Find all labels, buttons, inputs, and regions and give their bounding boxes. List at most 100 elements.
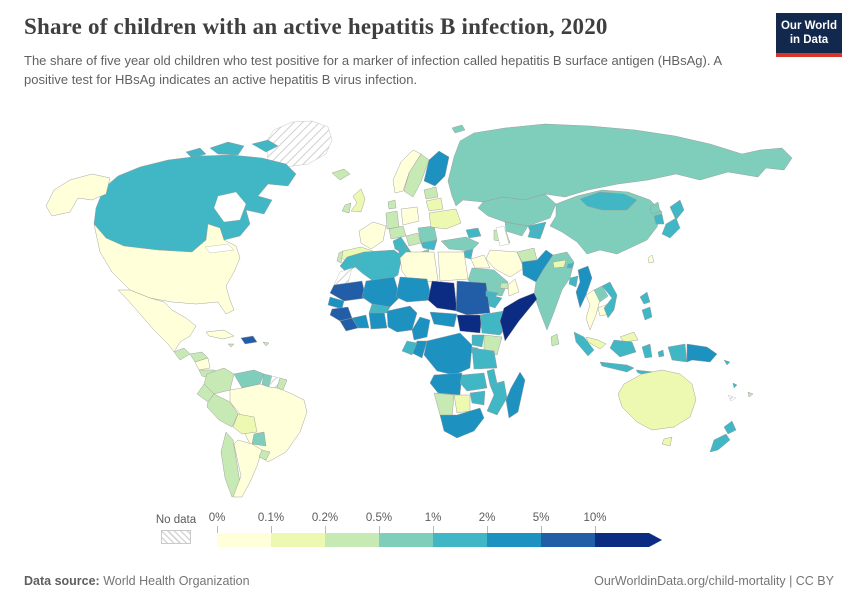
country-uruguay[interactable] xyxy=(258,449,271,461)
country-arctic-islands-b[interactable] xyxy=(251,139,279,153)
country-finland[interactable] xyxy=(423,150,450,187)
country-uae[interactable] xyxy=(499,282,509,290)
country-australia[interactable] xyxy=(617,369,697,431)
country-borneo[interactable] xyxy=(609,339,637,358)
country-greenland[interactable] xyxy=(265,120,333,168)
country-sumatra[interactable] xyxy=(573,331,595,357)
country-dr-congo[interactable] xyxy=(423,332,473,376)
country-gabon[interactable] xyxy=(401,340,418,356)
country-guatemala[interactable] xyxy=(173,347,191,361)
country-myanmar[interactable] xyxy=(575,265,593,309)
country-cuba[interactable] xyxy=(205,329,235,340)
country-alaska[interactable] xyxy=(45,173,111,217)
country-vietnam[interactable] xyxy=(601,281,618,319)
country-tanzania[interactable] xyxy=(471,347,498,370)
country-uganda[interactable] xyxy=(471,334,485,348)
country-kazakhstan[interactable] xyxy=(477,193,557,227)
country-baltics[interactable] xyxy=(423,186,439,200)
country-botswana[interactable] xyxy=(453,394,471,414)
legend-segment-0.2-0.5%[interactable] xyxy=(325,533,379,547)
legend-segment-0.5-1%[interactable] xyxy=(379,533,433,547)
country-papua-new-guinea[interactable] xyxy=(686,343,718,363)
country-svalbard[interactable] xyxy=(451,124,466,134)
country-ukraine[interactable] xyxy=(428,208,462,230)
country-belarus[interactable] xyxy=(425,197,444,212)
country-new-caledonia[interactable] xyxy=(727,394,737,402)
country-sweden[interactable] xyxy=(403,153,430,198)
country-sulawesi[interactable] xyxy=(641,343,653,359)
country-arctic-islands-c[interactable] xyxy=(185,147,207,159)
country-canada[interactable] xyxy=(93,154,297,253)
country-paraguay[interactable] xyxy=(251,431,267,447)
country-madagascar[interactable] xyxy=(505,371,526,419)
legend-segment-2-5%[interactable] xyxy=(487,533,541,547)
country-north-korea[interactable] xyxy=(649,201,661,215)
country-venezuela[interactable] xyxy=(233,369,265,389)
country-caucasus[interactable] xyxy=(465,227,482,239)
country-france[interactable] xyxy=(358,221,387,250)
country-mexico[interactable] xyxy=(117,289,197,353)
country-zimbabwe[interactable] xyxy=(469,390,486,406)
country-portugal[interactable] xyxy=(336,250,344,264)
legend-segment-0.1-0.2%[interactable] xyxy=(271,533,325,547)
country-new-zealand-south[interactable] xyxy=(709,433,731,453)
country-tajikistan[interactable] xyxy=(527,230,544,240)
country-cameroon[interactable] xyxy=(411,316,431,341)
country-bhutan[interactable] xyxy=(566,262,575,269)
country-malaysia-borneo[interactable] xyxy=(619,331,639,343)
country-india[interactable] xyxy=(533,251,575,331)
country-bangladesh[interactable] xyxy=(568,275,579,288)
legend-no-data-swatch[interactable] xyxy=(161,530,191,544)
country-malaysia[interactable] xyxy=(585,336,607,350)
country-fiji[interactable] xyxy=(747,391,754,398)
legend-segment-0-0.1%[interactable] xyxy=(217,533,271,547)
legend-segment->10%[interactable] xyxy=(595,533,649,547)
country-uzbekistan[interactable] xyxy=(504,221,529,237)
country-namibia[interactable] xyxy=(433,392,455,419)
country-argentina[interactable] xyxy=(232,439,263,498)
country-somalia[interactable] xyxy=(499,292,538,342)
footer-link[interactable]: OurWorldinData.org/child-mortality | CC … xyxy=(594,574,834,588)
country-china[interactable] xyxy=(549,189,663,255)
country-sudan[interactable] xyxy=(455,280,491,316)
country-chad[interactable] xyxy=(427,280,458,312)
country-malawi[interactable] xyxy=(486,368,498,386)
country-arctic-islands-a[interactable] xyxy=(209,141,245,156)
country-mali[interactable] xyxy=(361,276,401,308)
country-philippines-south[interactable] xyxy=(641,306,653,321)
country-bulgaria[interactable] xyxy=(420,239,438,251)
country-eritrea[interactable] xyxy=(485,290,499,300)
country-nigeria[interactable] xyxy=(386,305,418,333)
country-new-zealand-north[interactable] xyxy=(723,420,737,435)
country-mauritania[interactable] xyxy=(329,280,367,302)
country-solomon-islands[interactable] xyxy=(723,359,731,366)
country-south-sudan[interactable] xyxy=(456,314,483,334)
country-zambia[interactable] xyxy=(459,372,488,392)
country-sri-lanka[interactable] xyxy=(550,333,560,347)
country-philippines[interactable] xyxy=(639,291,651,305)
country-nicaragua[interactable] xyxy=(194,357,211,371)
country-tasmania[interactable] xyxy=(661,436,673,447)
country-central-african-republic[interactable] xyxy=(429,311,458,328)
country-poland[interactable] xyxy=(400,206,420,226)
country-bolivia[interactable] xyxy=(232,413,258,435)
country-egypt[interactable] xyxy=(437,251,469,282)
country-oman[interactable] xyxy=(507,278,520,297)
country-puerto-rico[interactable] xyxy=(262,341,270,347)
country-japan-south[interactable] xyxy=(661,217,681,239)
country-taiwan[interactable] xyxy=(647,254,655,264)
country-balkans[interactable] xyxy=(405,232,422,247)
country-mozambique[interactable] xyxy=(486,380,508,416)
country-germany[interactable] xyxy=(385,210,400,230)
country-kenya[interactable] xyxy=(483,334,503,356)
country-ireland[interactable] xyxy=(341,202,352,214)
country-united-kingdom[interactable] xyxy=(350,188,366,213)
country-angola[interactable] xyxy=(429,372,463,396)
country-turkey[interactable] xyxy=(440,236,480,252)
country-laos[interactable] xyxy=(593,285,609,303)
country-iraq[interactable] xyxy=(470,254,491,269)
legend-segment-5-10%[interactable] xyxy=(541,533,595,547)
country-peru[interactable] xyxy=(206,393,239,428)
country-vanuatu[interactable] xyxy=(732,382,738,389)
country-jamaica[interactable] xyxy=(227,343,235,348)
